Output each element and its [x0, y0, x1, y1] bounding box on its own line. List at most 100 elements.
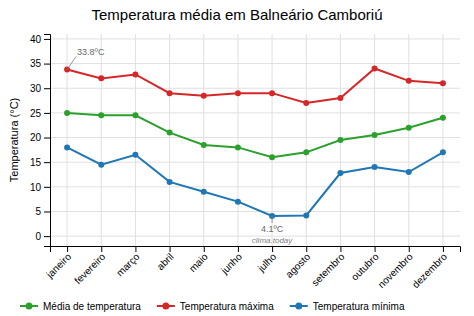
x-tick-mark	[101, 246, 102, 252]
y-axis-title: Temperatura (°C)	[8, 98, 20, 182]
x-tick: dezembro	[410, 246, 450, 290]
x-tick-label: outubro	[349, 251, 381, 283]
series-point	[440, 149, 446, 155]
series-point	[98, 112, 104, 118]
chart-container: 0 5 10 15 20 25 30 35 40 janeirofevereiromarço abr…	[0, 0, 474, 316]
series-point	[167, 179, 173, 185]
grid	[50, 34, 460, 246]
x-grid-line	[442, 34, 443, 246]
x-tick-label: setembro	[309, 251, 347, 289]
series-point	[440, 80, 446, 86]
y-grid-line	[50, 38, 460, 39]
plot-area	[64, 66, 446, 219]
x-tick: novembro	[376, 246, 416, 290]
series-point	[132, 112, 138, 118]
x-tick-mark	[204, 246, 205, 252]
series-point	[406, 169, 412, 175]
legend-swatch-marker	[295, 303, 302, 310]
series-point	[269, 154, 275, 160]
y-grid-line	[50, 137, 460, 138]
y-axis: 0 5 10 15 20 25 30 35 40	[30, 34, 51, 247]
y-tick-mark	[44, 138, 50, 139]
x-tick-mark	[135, 246, 136, 252]
x-tick: junho	[218, 246, 244, 277]
y-axis-line	[44, 35, 51, 247]
x-tick-label: janeiro	[44, 251, 74, 281]
series-point	[64, 144, 70, 150]
x-grid-line	[408, 34, 409, 246]
series-point	[201, 189, 207, 195]
x-grid-line	[101, 34, 102, 246]
x-tick-mark	[272, 246, 273, 252]
series-point	[98, 75, 104, 81]
series-line	[67, 69, 443, 104]
series-point	[167, 90, 173, 96]
x-tick: julho	[255, 246, 279, 274]
series-point	[372, 132, 378, 138]
series-point	[406, 125, 412, 131]
y-tick-label: 10	[30, 182, 42, 193]
y-tick-mark	[44, 113, 50, 114]
x-tick-label: maio	[187, 251, 210, 274]
chart-svg: 0 5 10 15 20 25 30 35 40 janeirofevereiromarço abr…	[0, 0, 474, 316]
y-tick: 40	[30, 34, 50, 45]
y-tick: 30	[30, 83, 50, 94]
annotation-line	[272, 216, 273, 223]
x-tick-mark	[67, 246, 68, 252]
y-tick: 25	[30, 108, 50, 119]
y-tick-label: 15	[30, 157, 42, 168]
series-point	[440, 115, 446, 121]
y-tick: 15	[30, 157, 50, 168]
legend-swatch-marker	[26, 303, 33, 310]
annotations: 33.8ºC 4.1ºC clima.today	[67, 47, 293, 245]
series-point	[372, 164, 378, 170]
y-tick-label: 20	[30, 132, 42, 143]
series-point	[98, 162, 104, 168]
x-tick-label: junho	[218, 251, 244, 277]
series-point	[167, 130, 173, 136]
y-tick-label: 5	[35, 206, 41, 217]
series-point	[235, 199, 241, 205]
series-point	[303, 212, 309, 218]
x-tick: janeiro	[44, 246, 74, 281]
legend: Média de temperaturaTemperatura máximaTe…	[20, 301, 405, 312]
series-point	[303, 100, 309, 106]
series-point	[132, 71, 138, 77]
series-point	[235, 144, 241, 150]
series-point	[201, 142, 207, 148]
x-tick-label: março	[114, 251, 142, 279]
series-line	[67, 113, 443, 157]
legend-swatch-marker	[162, 303, 169, 310]
y-tick: 20	[30, 132, 50, 143]
y-tick-label: 25	[30, 108, 42, 119]
y-grid-line	[50, 112, 460, 113]
x-tick: abril	[155, 246, 176, 272]
x-grid-line	[67, 34, 68, 246]
x-tick-mark	[238, 246, 239, 252]
x-tick: agosto	[283, 246, 312, 280]
annotation-text: 4.1ºC	[261, 224, 284, 234]
series-point	[235, 90, 241, 96]
y-tick-label: 35	[30, 58, 42, 69]
chart-title: Temperatura média em Balneário Camboriú	[92, 6, 383, 23]
y-grid-line	[50, 211, 460, 212]
y-tick-mark	[44, 39, 50, 40]
x-tick: maio	[187, 246, 210, 274]
series-point	[269, 90, 275, 96]
series-point	[337, 170, 343, 176]
x-tick-label: fevereiro	[72, 251, 108, 287]
y-tick-label: 0	[35, 231, 41, 242]
series-point	[64, 110, 70, 116]
y-grid-line	[50, 186, 460, 187]
y-tick: 5	[35, 206, 50, 217]
series-point	[201, 93, 207, 99]
x-tick-mark	[443, 246, 444, 252]
x-tick-label: novembro	[376, 251, 416, 291]
x-grid-line	[203, 34, 204, 246]
annotation-line	[67, 56, 76, 69]
annotation-note: clima.today	[252, 236, 293, 245]
legend-item: Temperatura máxima	[157, 301, 274, 312]
annotation-text: 33.8ºC	[77, 47, 105, 57]
y-tick: 10	[30, 182, 50, 193]
y-tick-mark	[44, 236, 50, 237]
